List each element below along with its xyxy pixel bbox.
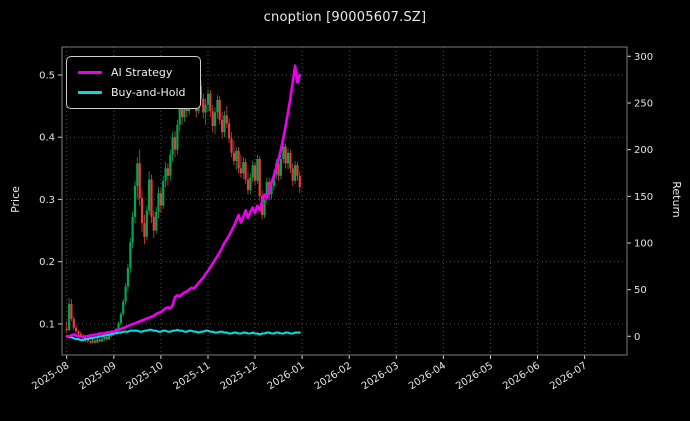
svg-text:2026-02: 2026-02 [313,360,354,392]
svg-text:0: 0 [634,332,640,343]
svg-text:150: 150 [634,192,653,203]
svg-text:50: 50 [634,285,647,296]
svg-text:100: 100 [634,239,653,250]
ai-strategy-line-swatch [78,71,102,74]
svg-text:0.2: 0.2 [39,257,55,268]
legend-item-buy-and-hold: Buy-and-Hold [78,86,186,99]
svg-text:2025-09: 2025-09 [77,360,118,392]
svg-text:0.5: 0.5 [39,71,55,82]
svg-text:2025-08: 2025-08 [30,360,71,392]
svg-text:250: 250 [634,99,653,110]
chart-title: cnoption [90005607.SZ] [263,10,427,25]
svg-text:2025-11: 2025-11 [172,360,213,392]
svg-text:0.1: 0.1 [39,319,55,330]
svg-text:2025-10: 2025-10 [124,360,165,392]
legend-item-ai-strategy: AI Strategy [78,66,186,79]
legend-label: AI Strategy [111,66,173,79]
svg-text:2025-12: 2025-12 [219,360,260,392]
legend: AI Strategy Buy-and-Hold [66,56,201,109]
svg-text:2026-01: 2026-01 [266,360,307,392]
buy-and-hold-line-swatch [78,91,102,94]
svg-text:200: 200 [634,145,653,156]
svg-text:2026-07: 2026-07 [548,360,589,392]
legend-label: Buy-and-Hold [111,86,186,99]
svg-text:2026-04: 2026-04 [407,360,448,392]
svg-text:0.3: 0.3 [39,195,55,206]
svg-text:2026-05: 2026-05 [454,360,495,392]
svg-text:0.4: 0.4 [39,133,55,144]
svg-text:2026-03: 2026-03 [360,360,401,392]
svg-text:300: 300 [634,52,653,63]
svg-text:2026-06: 2026-06 [501,360,542,392]
